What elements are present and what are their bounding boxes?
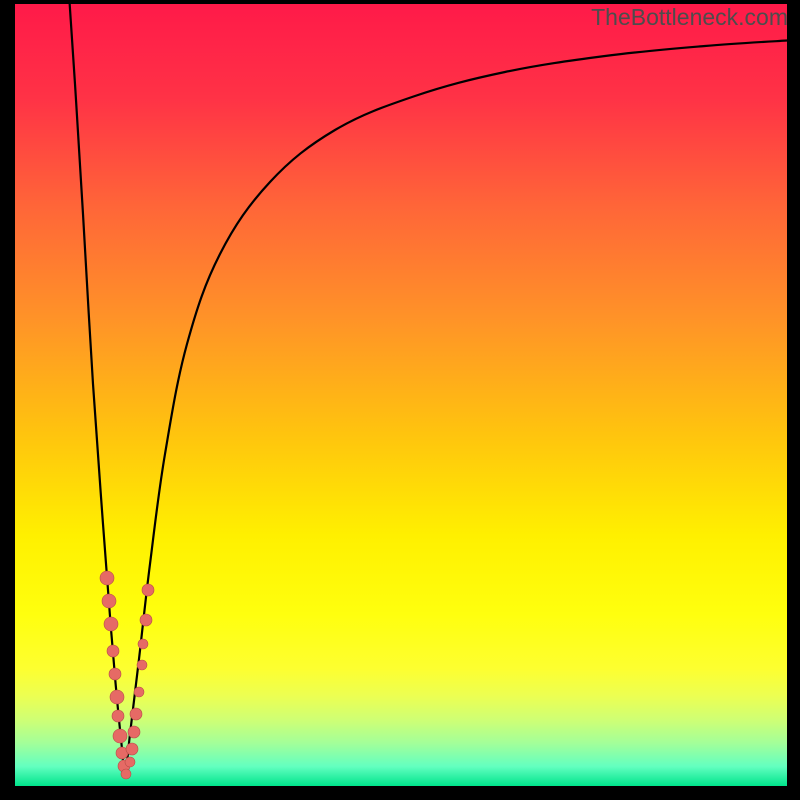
data-marker	[107, 645, 119, 657]
data-marker	[138, 639, 148, 649]
data-marker	[125, 757, 135, 767]
data-marker	[142, 584, 154, 596]
plot-area	[15, 4, 787, 786]
chart-stage: TheBottleneck.com	[0, 0, 800, 800]
data-marker	[140, 614, 152, 626]
data-marker	[109, 668, 121, 680]
data-marker	[110, 690, 124, 704]
data-marker	[134, 687, 144, 697]
watermark-text: TheBottleneck.com	[591, 4, 788, 31]
data-marker	[100, 571, 114, 585]
data-marker	[121, 769, 131, 779]
data-marker	[102, 594, 116, 608]
data-marker	[104, 617, 118, 631]
data-marker	[128, 726, 140, 738]
bottleneck-curve	[69, 4, 787, 776]
chart-overlay-svg	[15, 4, 787, 786]
data-marker	[112, 710, 124, 722]
data-marker	[126, 743, 138, 755]
data-marker	[113, 729, 127, 743]
data-marker	[130, 708, 142, 720]
data-marker	[137, 660, 147, 670]
